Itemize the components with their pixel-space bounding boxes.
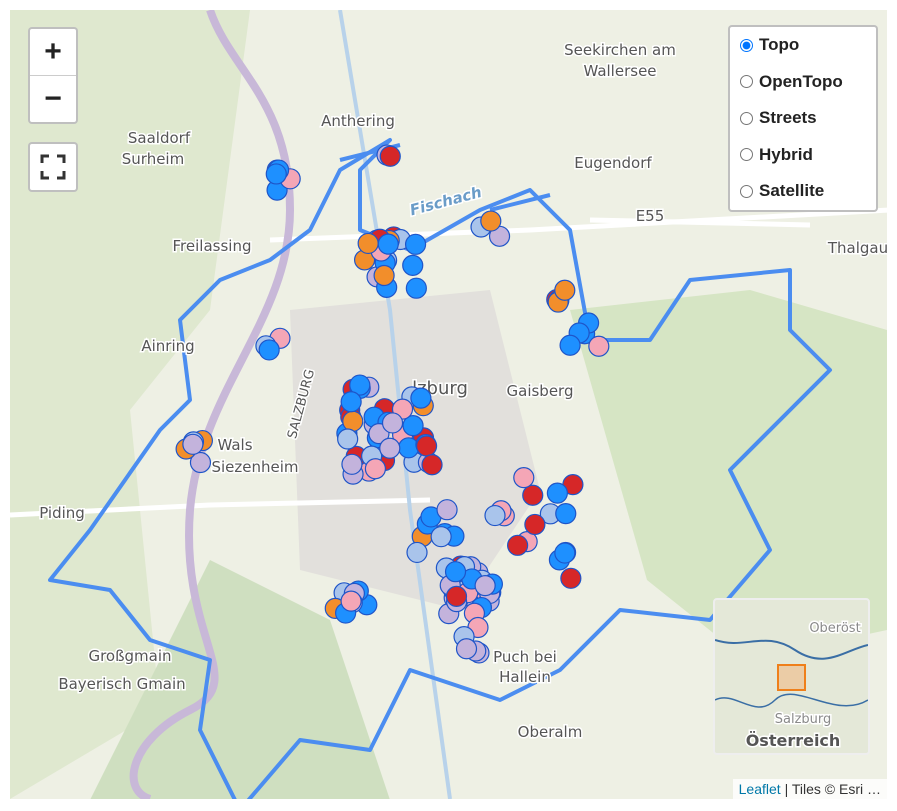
- marker[interactable]: [357, 232, 379, 255]
- layer-option[interactable]: Hybrid: [740, 137, 876, 174]
- marker[interactable]: [559, 334, 581, 356]
- marker[interactable]: [507, 534, 529, 556]
- marker[interactable]: [474, 575, 496, 597]
- place-label: Thalgau: [827, 239, 887, 257]
- fullscreen-icon: [40, 154, 66, 180]
- marker[interactable]: [379, 437, 401, 459]
- layer-name: Hybrid: [759, 144, 813, 164]
- place-label: Wallersee: [583, 62, 656, 80]
- marker[interactable]: [524, 513, 546, 536]
- marker[interactable]: [340, 391, 362, 413]
- marker[interactable]: [340, 590, 362, 612]
- layer-name: Satellite: [759, 181, 825, 201]
- marker[interactable]: [588, 335, 610, 357]
- marker[interactable]: [445, 585, 468, 607]
- marker[interactable]: [436, 499, 458, 521]
- place-label: Gaisberg: [507, 382, 574, 400]
- place-label: Bayerisch Gmain: [58, 675, 185, 693]
- marker[interactable]: [405, 277, 427, 299]
- layer-option[interactable]: OpenTopo: [740, 64, 876, 101]
- marker[interactable]: [377, 233, 399, 255]
- marker[interactable]: [406, 541, 428, 564]
- layer-option[interactable]: Streets: [740, 100, 876, 137]
- zoom-out[interactable]: −: [44, 82, 62, 115]
- marker[interactable]: [560, 567, 582, 589]
- fullscreen-button[interactable]: [28, 142, 78, 192]
- zoom-control: + −: [28, 27, 78, 124]
- place-label: Großgmain: [88, 647, 171, 665]
- marker[interactable]: [430, 526, 452, 548]
- marker[interactable]: [189, 451, 212, 474]
- place-label: Siezenheim: [211, 458, 298, 476]
- minimap-label: Oberöst: [809, 621, 860, 636]
- marker[interactable]: [182, 433, 204, 455]
- marker[interactable]: [522, 484, 544, 506]
- layer-radio[interactable]: [740, 148, 753, 162]
- place-label: Surheim: [122, 150, 184, 168]
- zoom-in[interactable]: +: [30, 29, 76, 76]
- map[interactable]: Seekirchen am Wallersee Anthering Saaldo…: [10, 10, 887, 799]
- place-label: Wals: [217, 436, 252, 454]
- layer-radio[interactable]: [740, 75, 753, 89]
- marker[interactable]: [373, 264, 395, 287]
- marker[interactable]: [554, 279, 576, 301]
- marker[interactable]: [349, 374, 371, 396]
- place-label: Piding: [39, 504, 85, 522]
- marker[interactable]: [402, 254, 424, 276]
- place-label: Hallein: [499, 668, 551, 686]
- marker[interactable]: [337, 428, 359, 450]
- marker[interactable]: [415, 435, 438, 457]
- layer-radio[interactable]: [740, 111, 753, 125]
- marker[interactable]: [555, 502, 577, 525]
- marker[interactable]: [402, 415, 424, 437]
- marker[interactable]: [398, 437, 420, 459]
- minimap-label: Salzburg: [775, 712, 832, 727]
- marker[interactable]: [444, 561, 467, 583]
- layer-radio[interactable]: [740, 38, 753, 52]
- marker[interactable]: [341, 453, 363, 475]
- place-label: Freilassing: [173, 237, 252, 255]
- marker[interactable]: [381, 412, 404, 434]
- marker[interactable]: [364, 458, 387, 480]
- marker[interactable]: [455, 638, 478, 660]
- place-label: Eugendorf: [574, 154, 652, 172]
- road-label: E55: [636, 207, 665, 225]
- marker[interactable]: [484, 504, 506, 527]
- marker[interactable]: [546, 482, 568, 504]
- marker[interactable]: [379, 145, 401, 167]
- place-label: Puch bei: [493, 648, 557, 666]
- place-label: Anthering: [321, 112, 395, 130]
- marker[interactable]: [480, 210, 502, 232]
- marker[interactable]: [265, 163, 287, 185]
- attribution: Leaflet | Tiles © Esri …: [732, 779, 887, 799]
- marker[interactable]: [554, 542, 576, 564]
- attribution-text: | Tiles © Esri …: [784, 781, 881, 797]
- layer-name: OpenTopo: [759, 71, 843, 91]
- place-label: Oberalm: [518, 723, 583, 741]
- minimap-label: Österreich: [746, 731, 841, 750]
- place-label: Ainring: [141, 337, 194, 355]
- marker[interactable]: [421, 454, 443, 476]
- minimap-canvas: Oberöst Salzburg Österreich: [715, 620, 868, 752]
- layer-radio[interactable]: [740, 184, 753, 198]
- marker[interactable]: [404, 233, 427, 255]
- marker[interactable]: [258, 339, 280, 361]
- place-label: Seekirchen am: [564, 41, 676, 59]
- leaflet-link[interactable]: Leaflet: [738, 781, 781, 797]
- layer-name: Streets: [759, 108, 817, 128]
- layer-control: Topo OpenTopo Streets Hybrid Satellite: [728, 25, 878, 212]
- place-label: Saaldorf: [128, 129, 191, 147]
- marker[interactable]: [342, 410, 364, 432]
- marker[interactable]: [410, 387, 432, 409]
- layer-option[interactable]: Topo: [740, 27, 876, 64]
- marker[interactable]: [513, 467, 535, 489]
- layer-name: Topo: [759, 35, 800, 55]
- layer-option[interactable]: Satellite: [740, 173, 876, 210]
- minimap[interactable]: Oberöst Salzburg Österreich: [713, 598, 870, 755]
